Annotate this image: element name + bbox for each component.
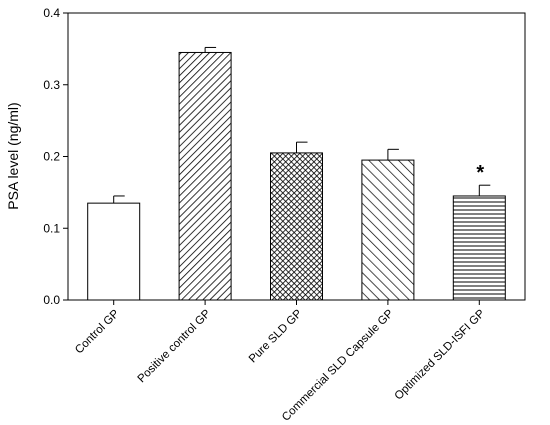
bar <box>270 152 323 301</box>
x-category-label: Optimized SLD-ISFI GP <box>393 307 488 402</box>
y-tick-label: 0.4 <box>43 6 60 20</box>
x-category-label: Positive control GP <box>136 307 214 385</box>
x-category-label: Control GP <box>73 307 122 356</box>
x-category-label: Pure SLD GP <box>247 307 305 365</box>
bar <box>452 195 506 301</box>
bars <box>87 46 506 301</box>
significance-annotation: * <box>476 162 484 184</box>
bar <box>361 159 415 301</box>
x-category-label: Commercial SLD Capsule GP <box>280 307 396 423</box>
y-axis-title: PSA level (ng/ml) <box>5 102 21 209</box>
bar <box>87 202 141 301</box>
y-tick-label: 0.2 <box>43 150 60 164</box>
y-tick-label: 0.0 <box>43 293 60 307</box>
y-tick-label: 0.3 <box>43 78 60 92</box>
y-tick-label: 0.1 <box>43 221 60 235</box>
bar <box>178 51 232 301</box>
